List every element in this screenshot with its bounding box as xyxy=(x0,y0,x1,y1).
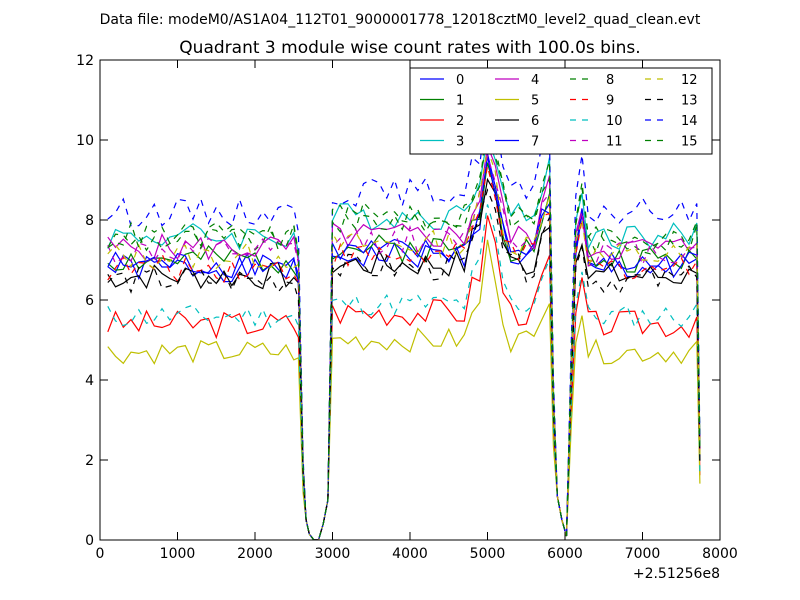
legend-label: 6 xyxy=(531,114,539,129)
legend-label: 4 xyxy=(531,73,539,88)
suptitle: Data file: modeM0/AS1A04_112T01_90000017… xyxy=(100,12,701,28)
legend-label: 8 xyxy=(606,73,614,88)
axis-ticks: 0 1000 2000 3000 4000 5000 6000 7000 80000246810… xyxy=(76,53,738,562)
series-line-11 xyxy=(107,153,701,540)
legend-label: 2 xyxy=(456,114,464,129)
legend-label: 9 xyxy=(606,94,614,109)
series-line-12 xyxy=(107,146,701,540)
legend-label: 14 xyxy=(681,114,698,129)
legend-label: 5 xyxy=(531,94,539,109)
series-layer xyxy=(107,100,701,540)
legend-label: 3 xyxy=(456,135,464,150)
chart-title: Quadrant 3 module wise count rates with … xyxy=(179,38,640,58)
y-tick-label: 6 xyxy=(85,293,94,309)
series-line-3 xyxy=(107,136,701,540)
legend-label: 13 xyxy=(681,94,698,109)
series-line-8 xyxy=(107,140,701,540)
y-tick-label: 0 xyxy=(85,533,94,549)
legend-label: 12 xyxy=(681,73,698,88)
x-offset-label: +2.51256e8 xyxy=(633,566,720,582)
legend-label: 11 xyxy=(606,135,623,150)
y-tick-label: 8 xyxy=(85,213,94,229)
legend-label: 15 xyxy=(681,135,698,150)
x-tick-label: 7000 xyxy=(625,546,661,562)
series-line-7 xyxy=(107,156,701,540)
x-tick-label: 0 xyxy=(96,546,105,562)
series-line-15 xyxy=(107,115,701,540)
y-tick-label: 2 xyxy=(85,453,94,469)
x-tick-label: 6000 xyxy=(547,546,583,562)
y-tick-label: 10 xyxy=(76,133,94,149)
x-tick-label: 2000 xyxy=(237,546,273,562)
x-tick-label: 3000 xyxy=(315,546,351,562)
y-tick-label: 4 xyxy=(85,373,94,389)
series-line-13 xyxy=(107,188,701,540)
legend-label: 0 xyxy=(456,73,464,88)
legend-box xyxy=(409,67,713,155)
legend-label: 7 xyxy=(531,135,539,150)
x-tick-label: 8000 xyxy=(702,546,738,562)
y-tick-label: 12 xyxy=(76,53,94,69)
legend-label: 10 xyxy=(606,114,623,129)
x-tick-label: 4000 xyxy=(392,546,428,562)
legend-label: 1 xyxy=(456,94,464,109)
x-tick-label: 1000 xyxy=(160,546,196,562)
series-line-5 xyxy=(107,239,701,540)
series-line-9 xyxy=(107,166,701,540)
x-tick-label: 5000 xyxy=(470,546,506,562)
series-line-10 xyxy=(107,204,701,540)
series-line-2 xyxy=(107,215,701,540)
